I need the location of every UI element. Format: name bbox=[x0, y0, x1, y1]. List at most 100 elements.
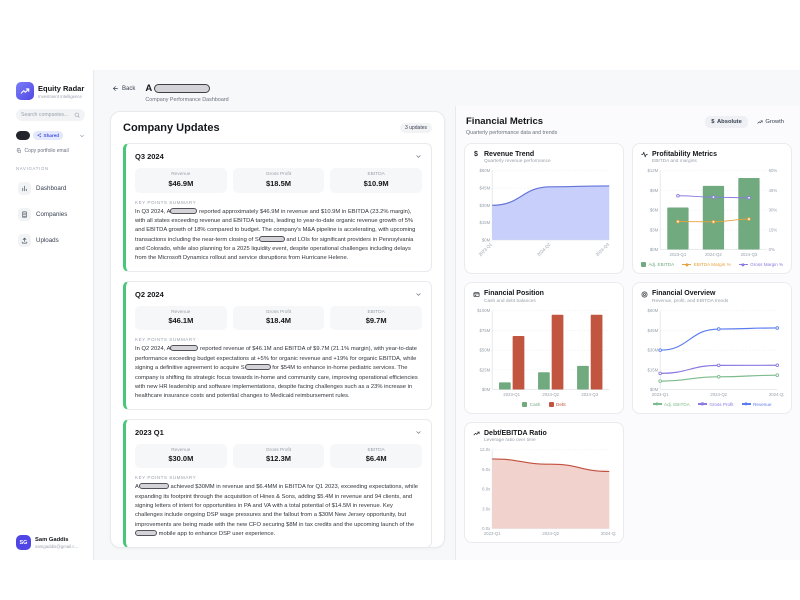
svg-text:$60M: $60M bbox=[479, 168, 490, 173]
svg-text:2024-Q2: 2024-Q2 bbox=[536, 241, 552, 257]
update-card-2023-q1: 2023 Q1 Revenue $30.0M Gross Profit $12.3M… bbox=[123, 418, 432, 547]
update-card-header[interactable]: Q2 2024 bbox=[135, 290, 422, 299]
key-points-text: A achieved $30MM in revenue and $6.4MM i… bbox=[135, 483, 418, 538]
svg-text:$50M: $50M bbox=[479, 347, 490, 352]
legend-item: Gross Profit bbox=[697, 402, 734, 407]
svg-text:$75M: $75M bbox=[479, 327, 490, 332]
company-updates-panel: Company Updates 3 updates Q3 2024 Revenu… bbox=[110, 111, 445, 548]
copy-portfolio-email-button[interactable]: Copy portfolio email bbox=[16, 148, 85, 154]
svg-text:$30M: $30M bbox=[479, 203, 490, 208]
revenue-trend-chart: $0M $15M $30M $45M $60M 2023-Q1 2024-Q2 2024-Q3 bbox=[472, 166, 616, 261]
quarter-label: Q2 2024 bbox=[135, 289, 164, 299]
svg-text:2023-Q1: 2023-Q1 bbox=[652, 391, 669, 396]
svg-text:3.0x: 3.0x bbox=[482, 506, 491, 511]
svg-text:2024-Q3: 2024-Q3 bbox=[741, 252, 758, 257]
copy-icon bbox=[16, 148, 21, 154]
chart-legend: Adj. EBITDA Gross Profit Revenue bbox=[640, 401, 784, 411]
svg-text:2024-Q2: 2024-Q2 bbox=[542, 391, 559, 396]
update-card-header[interactable]: Q3 2024 bbox=[135, 152, 422, 161]
updates-title: Company Updates bbox=[123, 122, 220, 134]
arrow-left-icon bbox=[113, 86, 118, 91]
legend-item: Revenue bbox=[741, 402, 771, 407]
chart-subtitle: Quarterly revenue performance bbox=[484, 159, 551, 164]
debt-ebitda-chart: 0.0x 3.0x 6.0x 9.0x 12.0x 2023-Q1 2024-Q2 2024-… bbox=[472, 445, 616, 540]
svg-text:2024-Q2: 2024-Q2 bbox=[542, 531, 559, 536]
svg-text:$30M: $30M bbox=[647, 347, 658, 352]
update-card-q2-2024: Q2 2024 Revenue $46.1M Gross Profit $18.4M… bbox=[123, 280, 432, 410]
back-button[interactable]: Back bbox=[112, 85, 135, 92]
svg-text:$0M: $0M bbox=[650, 386, 659, 391]
chart-card-revenue-trend: $ Revenue Trend Quarterly revenue perfor… bbox=[464, 142, 624, 275]
chart-subtitle: EBITDA and margins bbox=[652, 159, 697, 164]
redacted-text bbox=[258, 235, 285, 242]
update-card-q3-2024: Q3 2024 Revenue $46.9M Gross Profit $18.5M… bbox=[123, 143, 432, 272]
metric-ebitda: EBITDA $10.9M bbox=[330, 168, 422, 193]
svg-text:15%: 15% bbox=[769, 227, 778, 232]
svg-text:2023-Q1: 2023-Q1 bbox=[670, 252, 687, 257]
sidebar-item-companies[interactable]: Companies bbox=[16, 206, 85, 223]
chart-card-financial-overview: Financial Overview Revenue, profit, and … bbox=[632, 282, 792, 414]
view-toggle: $ Absolute Growth bbox=[705, 116, 790, 128]
updates-column: Company Updates 3 updates Q3 2024 Revenu… bbox=[94, 106, 455, 560]
page-title: A bbox=[145, 83, 153, 94]
chevron-down-icon[interactable] bbox=[415, 429, 422, 436]
chart-subtitle: Cash and debt balances bbox=[484, 298, 536, 304]
trending-up-icon bbox=[757, 120, 763, 124]
svg-text:$15M: $15M bbox=[647, 367, 658, 372]
portfolio-avatar bbox=[16, 131, 30, 140]
svg-text:2023-Q1: 2023-Q1 bbox=[478, 241, 494, 257]
target-icon bbox=[640, 291, 648, 298]
financial-metrics-subtitle: Quarterly performance data and trends bbox=[466, 129, 558, 136]
svg-text:2023-Q1: 2023-Q1 bbox=[484, 531, 501, 536]
metric-ebitda: EBITDA $6.4M bbox=[330, 443, 422, 469]
updates-count-badge: 3 updates bbox=[400, 123, 432, 133]
svg-text:9.0x: 9.0x bbox=[482, 467, 491, 472]
wallet-icon bbox=[472, 291, 480, 298]
svg-text:$9M: $9M bbox=[650, 188, 659, 193]
svg-text:$60M: $60M bbox=[647, 308, 658, 313]
svg-text:$45M: $45M bbox=[479, 186, 490, 191]
metric-revenue: Revenue $46.1M bbox=[135, 305, 227, 331]
legend-item: Adj. EBITDA bbox=[640, 262, 674, 268]
metric-gross-profit: Gross Profit $12.3M bbox=[232, 443, 325, 469]
app-logo-icon bbox=[16, 82, 34, 100]
svg-text:$15M: $15M bbox=[479, 220, 490, 225]
avatar: SG bbox=[16, 535, 31, 550]
absolute-toggle-button[interactable]: $ Absolute bbox=[705, 116, 748, 128]
sidebar-item-dashboard[interactable]: Dashboard bbox=[16, 180, 85, 197]
chevron-down-icon[interactable] bbox=[415, 153, 422, 160]
dollar-icon: $ bbox=[711, 119, 715, 125]
shared-badge[interactable]: Shared bbox=[33, 131, 64, 140]
svg-text:$45M: $45M bbox=[647, 327, 658, 332]
brand-tagline: Investment Intelligence bbox=[38, 93, 82, 99]
svg-text:2024-Q3: 2024-Q3 bbox=[769, 391, 784, 396]
chevron-down-icon[interactable] bbox=[79, 133, 85, 139]
svg-text:2024-Q2: 2024-Q2 bbox=[710, 391, 727, 396]
page-subtitle: Company Performance Dashboard bbox=[145, 96, 229, 103]
user-profile[interactable]: SG Sam Gaddis samgaddis@gmail.c... bbox=[16, 535, 85, 550]
dollar-icon: $ bbox=[474, 151, 478, 158]
redacted-text bbox=[170, 345, 199, 352]
svg-text:6.0x: 6.0x bbox=[482, 487, 491, 492]
redacted-text bbox=[138, 483, 169, 490]
brand: Equity Radar Investment Intelligence bbox=[16, 82, 85, 100]
user-name: Sam Gaddis bbox=[35, 536, 69, 543]
metric-revenue: Revenue $30.0M bbox=[135, 443, 227, 469]
financial-metrics-title: Financial Metrics bbox=[466, 116, 544, 127]
search-input[interactable] bbox=[21, 112, 71, 118]
page-header: Back A Company Performance Dashboard bbox=[94, 70, 800, 106]
growth-toggle-button[interactable]: Growth bbox=[751, 116, 790, 128]
profitability-chart: $0M $3M $6M $9M $12M 0% 15% 30% 45% 60% 2023-Q1 202… bbox=[640, 166, 784, 261]
financial-overview-chart: $0M $15M $30M $45M $60M 2023-Q1 2024-Q2 2024-Q3 bbox=[640, 306, 784, 401]
activity-icon bbox=[640, 151, 648, 158]
svg-text:60%: 60% bbox=[769, 168, 778, 173]
legend-item: Cash bbox=[522, 401, 541, 407]
update-card-header[interactable]: 2023 Q1 bbox=[135, 428, 422, 437]
chevron-down-icon[interactable] bbox=[415, 291, 422, 298]
sidebar-item-uploads[interactable]: Uploads bbox=[16, 232, 85, 249]
user-email: samgaddis@gmail.c... bbox=[35, 543, 79, 549]
svg-text:$0M: $0M bbox=[482, 237, 491, 242]
financial-metrics-panel: Financial Metrics Quarterly performance … bbox=[455, 106, 800, 560]
legend-item: EBITDA Margin % bbox=[682, 262, 731, 267]
